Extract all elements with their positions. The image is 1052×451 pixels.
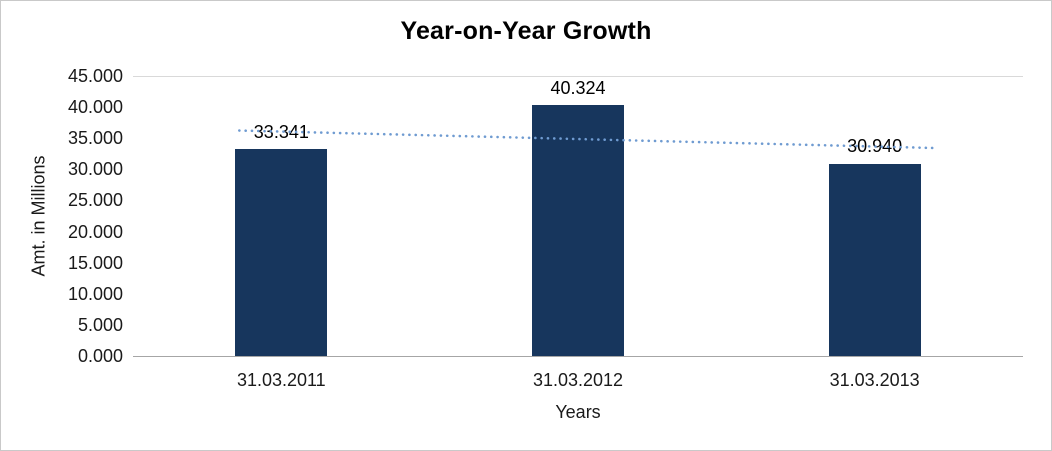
bar bbox=[828, 163, 921, 356]
chart-title: Year-on-Year Growth bbox=[400, 17, 652, 45]
y-tick-label: 45.000 bbox=[67, 66, 123, 86]
x-axis-title: Years bbox=[555, 402, 601, 422]
y-tick-label: 35.000 bbox=[67, 128, 123, 149]
x-tick-label: 31.03.2012 bbox=[532, 370, 624, 390]
bar bbox=[235, 148, 328, 356]
y-tick-label: 5.000 bbox=[77, 314, 123, 335]
x-tick-label: 31.03.2013 bbox=[829, 370, 920, 390]
plot-area: 33.341 40.324 30.940 bbox=[133, 76, 1023, 357]
gridline bbox=[133, 76, 1023, 77]
y-tick-label: 30.000 bbox=[67, 159, 123, 180]
bar bbox=[532, 105, 624, 356]
trendline bbox=[238, 129, 934, 150]
y-tick-label: 15.000 bbox=[67, 252, 123, 273]
bar-value-label: 40.324 bbox=[550, 78, 606, 99]
y-tick-label: 0.000 bbox=[77, 346, 123, 366]
y-tick-label: 40.000 bbox=[67, 97, 123, 118]
bar-value-label: 33.341 bbox=[253, 121, 309, 142]
y-tick-label: 20.000 bbox=[67, 221, 123, 242]
y-tick-label: 10.000 bbox=[67, 283, 123, 304]
y-tick-label: 25.000 bbox=[67, 190, 123, 211]
x-tick-label: 31.03.2011 bbox=[236, 370, 326, 390]
